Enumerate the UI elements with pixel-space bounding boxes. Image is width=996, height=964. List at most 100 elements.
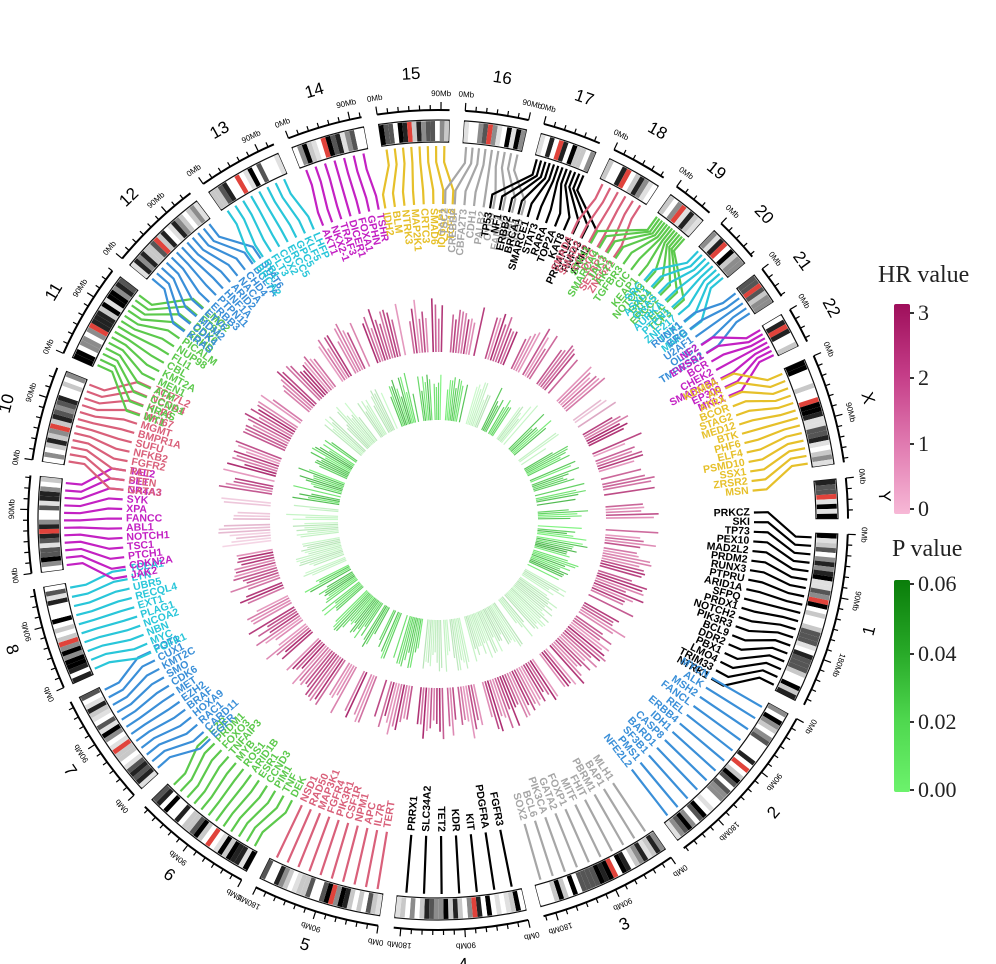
gene-link-line [63,517,123,522]
gene-link-line [664,739,708,782]
p-bar [331,422,365,453]
cytoband [776,686,797,700]
p-bar [319,565,350,583]
p-bar [335,590,368,623]
gene-link-line [226,210,256,264]
axis-tick [355,921,358,927]
hr-bar [256,614,301,647]
cytoband [813,569,834,577]
axis-tick [565,909,569,915]
hr-bar [218,484,273,495]
gene-link-line [482,149,494,208]
hr-bar [394,684,406,731]
axis-tick [38,394,47,398]
hr-bar [578,610,614,635]
p-bar [528,561,563,578]
cytoband [797,636,818,647]
cytoband [815,489,837,496]
chromosome-label: 11 [41,279,66,304]
hr-bar [567,625,605,657]
hr-bar [494,677,514,729]
cytoband [39,524,60,530]
p-bar [325,573,355,594]
cytoband [719,252,738,270]
gene-link-line [719,660,782,671]
p-bar [533,478,575,492]
p-bar [537,510,589,515]
cytoband [793,383,815,395]
gene-label: ZRSR2 [713,475,749,491]
p-bar [522,572,550,591]
hr-bar [403,685,411,719]
cytoband [570,146,583,167]
gene-link-line [671,730,717,772]
cytoband [420,121,427,142]
cytoband [557,141,569,162]
p-bar [307,528,339,533]
hr-bar [326,335,353,377]
hr-tick-mark [910,443,914,445]
cytoband [617,851,632,872]
gene-link-line [70,446,127,472]
hr-bar [318,346,344,383]
p-bar [499,418,520,443]
p-bar [531,555,571,572]
hr-bar [605,503,643,508]
p-bar [471,382,489,427]
hr-bar [278,623,307,646]
gene-link-line [579,187,612,239]
axis-tick [485,107,488,113]
hr-bar [363,316,382,363]
chromosome-label: 8 [2,642,23,657]
gene-link-line [131,304,192,324]
hr-bar [235,440,282,460]
cytoband [411,121,418,142]
gene-label: TSC1 [127,539,155,553]
gene-link-line [720,372,783,382]
p-bar [421,390,427,421]
cytoband [742,742,762,758]
p-bar [310,568,352,593]
cytoband [277,867,291,888]
cytoband [733,753,753,770]
hr-bar [467,322,476,355]
hr-bar [367,308,387,361]
hr-bar [572,399,602,422]
p-bar [321,459,350,475]
hr-bar [226,462,277,477]
axis-tick [50,667,56,671]
gene-link-line [134,299,198,317]
hr-bar [333,328,359,373]
gene-label: MAD2L2 [706,540,749,556]
p-bar [293,504,339,511]
p-bar [307,497,340,504]
p-bar [405,391,415,424]
gene-link-line [724,349,773,389]
gene-link-line [165,261,204,310]
hr-bar [581,606,613,627]
axis-tick-label: 0Mb [523,930,541,942]
cytoband [130,261,150,279]
hr-bar [230,574,280,593]
cytoband [540,883,551,905]
cytoband [39,500,60,506]
p-bar [489,399,511,435]
axis-tick-label: 0Mb [41,685,56,703]
p-bar [324,439,357,463]
hr-bar [276,370,316,407]
hr-bar [562,631,592,659]
p-bar [364,602,382,627]
hr-bar [575,615,604,636]
axis-tick [30,595,36,598]
cytoband [438,898,444,919]
cytoband [311,140,322,161]
gene-link-line [750,447,806,473]
p-bar [500,406,532,444]
axis-tick [86,292,95,298]
cytoband [548,881,560,902]
p-bar [309,508,339,513]
hr-bar [449,314,455,353]
hr-bar [602,476,655,488]
hr-bar [588,593,634,618]
cytoband [787,364,808,377]
